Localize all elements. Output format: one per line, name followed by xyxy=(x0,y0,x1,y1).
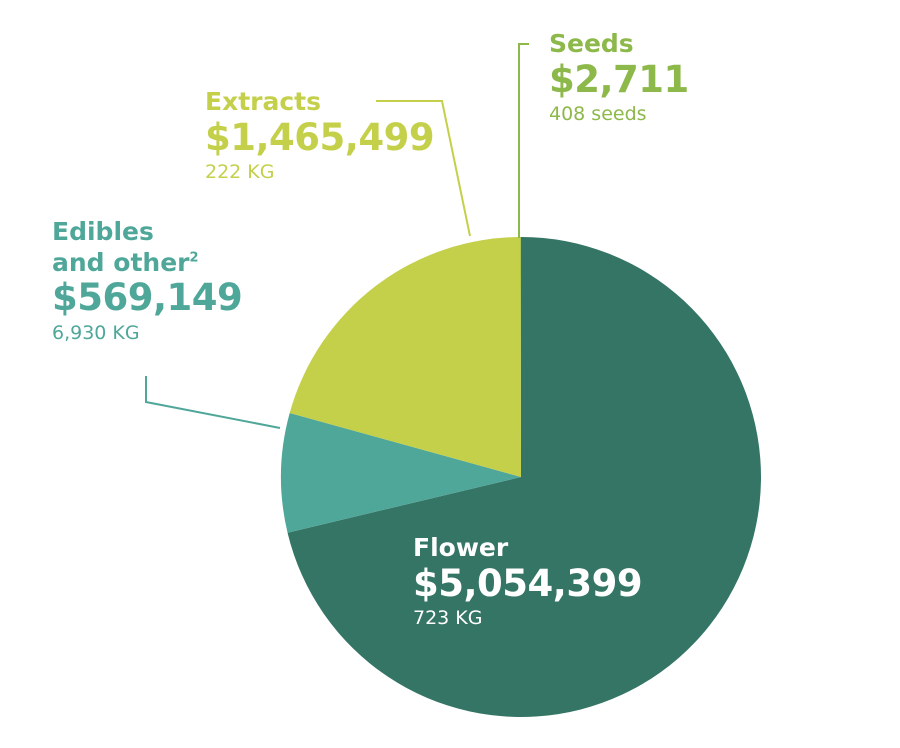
edibles-leader xyxy=(145,376,281,429)
seeds-category: Seeds xyxy=(549,29,634,58)
pie-slices xyxy=(281,237,762,717)
edibles-category-line1: Edibles xyxy=(52,217,154,246)
extracts-value: $1,465,499 xyxy=(205,115,435,159)
edibles-category-text: and other xyxy=(52,247,190,277)
pie-slice-edibles xyxy=(281,412,521,533)
pie-slice-seeds xyxy=(520,237,521,477)
seeds-label: Seeds $2,711 408 seeds xyxy=(549,30,689,125)
edibles-quantity: 6,930 KG xyxy=(52,321,140,344)
pie-slice-flower xyxy=(287,237,762,717)
extracts-quantity: 222 KG xyxy=(205,161,275,184)
flower-label: Flower $5,054,399 723 KG xyxy=(413,533,643,630)
leader-lines xyxy=(145,43,529,429)
edibles-footnote: 2 xyxy=(189,250,199,266)
seeds-quantity: 408 seeds xyxy=(549,103,647,126)
pie-slice-extracts xyxy=(289,237,521,477)
edibles-value: $569,149 xyxy=(52,276,243,319)
flower-quantity: 723 KG xyxy=(413,607,483,630)
seeds-value: $2,711 xyxy=(549,57,689,101)
edibles-label: Edibles and other2 $569,149 6,930 KG xyxy=(52,217,243,344)
extracts-label: Extracts $1,465,499 222 KG xyxy=(205,87,435,184)
flower-value: $5,054,399 xyxy=(413,561,643,605)
seeds-leader xyxy=(518,43,529,238)
extracts-leader xyxy=(376,100,471,237)
edibles-category-line2: and other2 xyxy=(52,247,242,277)
flower-category: Flower xyxy=(413,533,509,562)
extracts-category: Extracts xyxy=(205,87,322,116)
